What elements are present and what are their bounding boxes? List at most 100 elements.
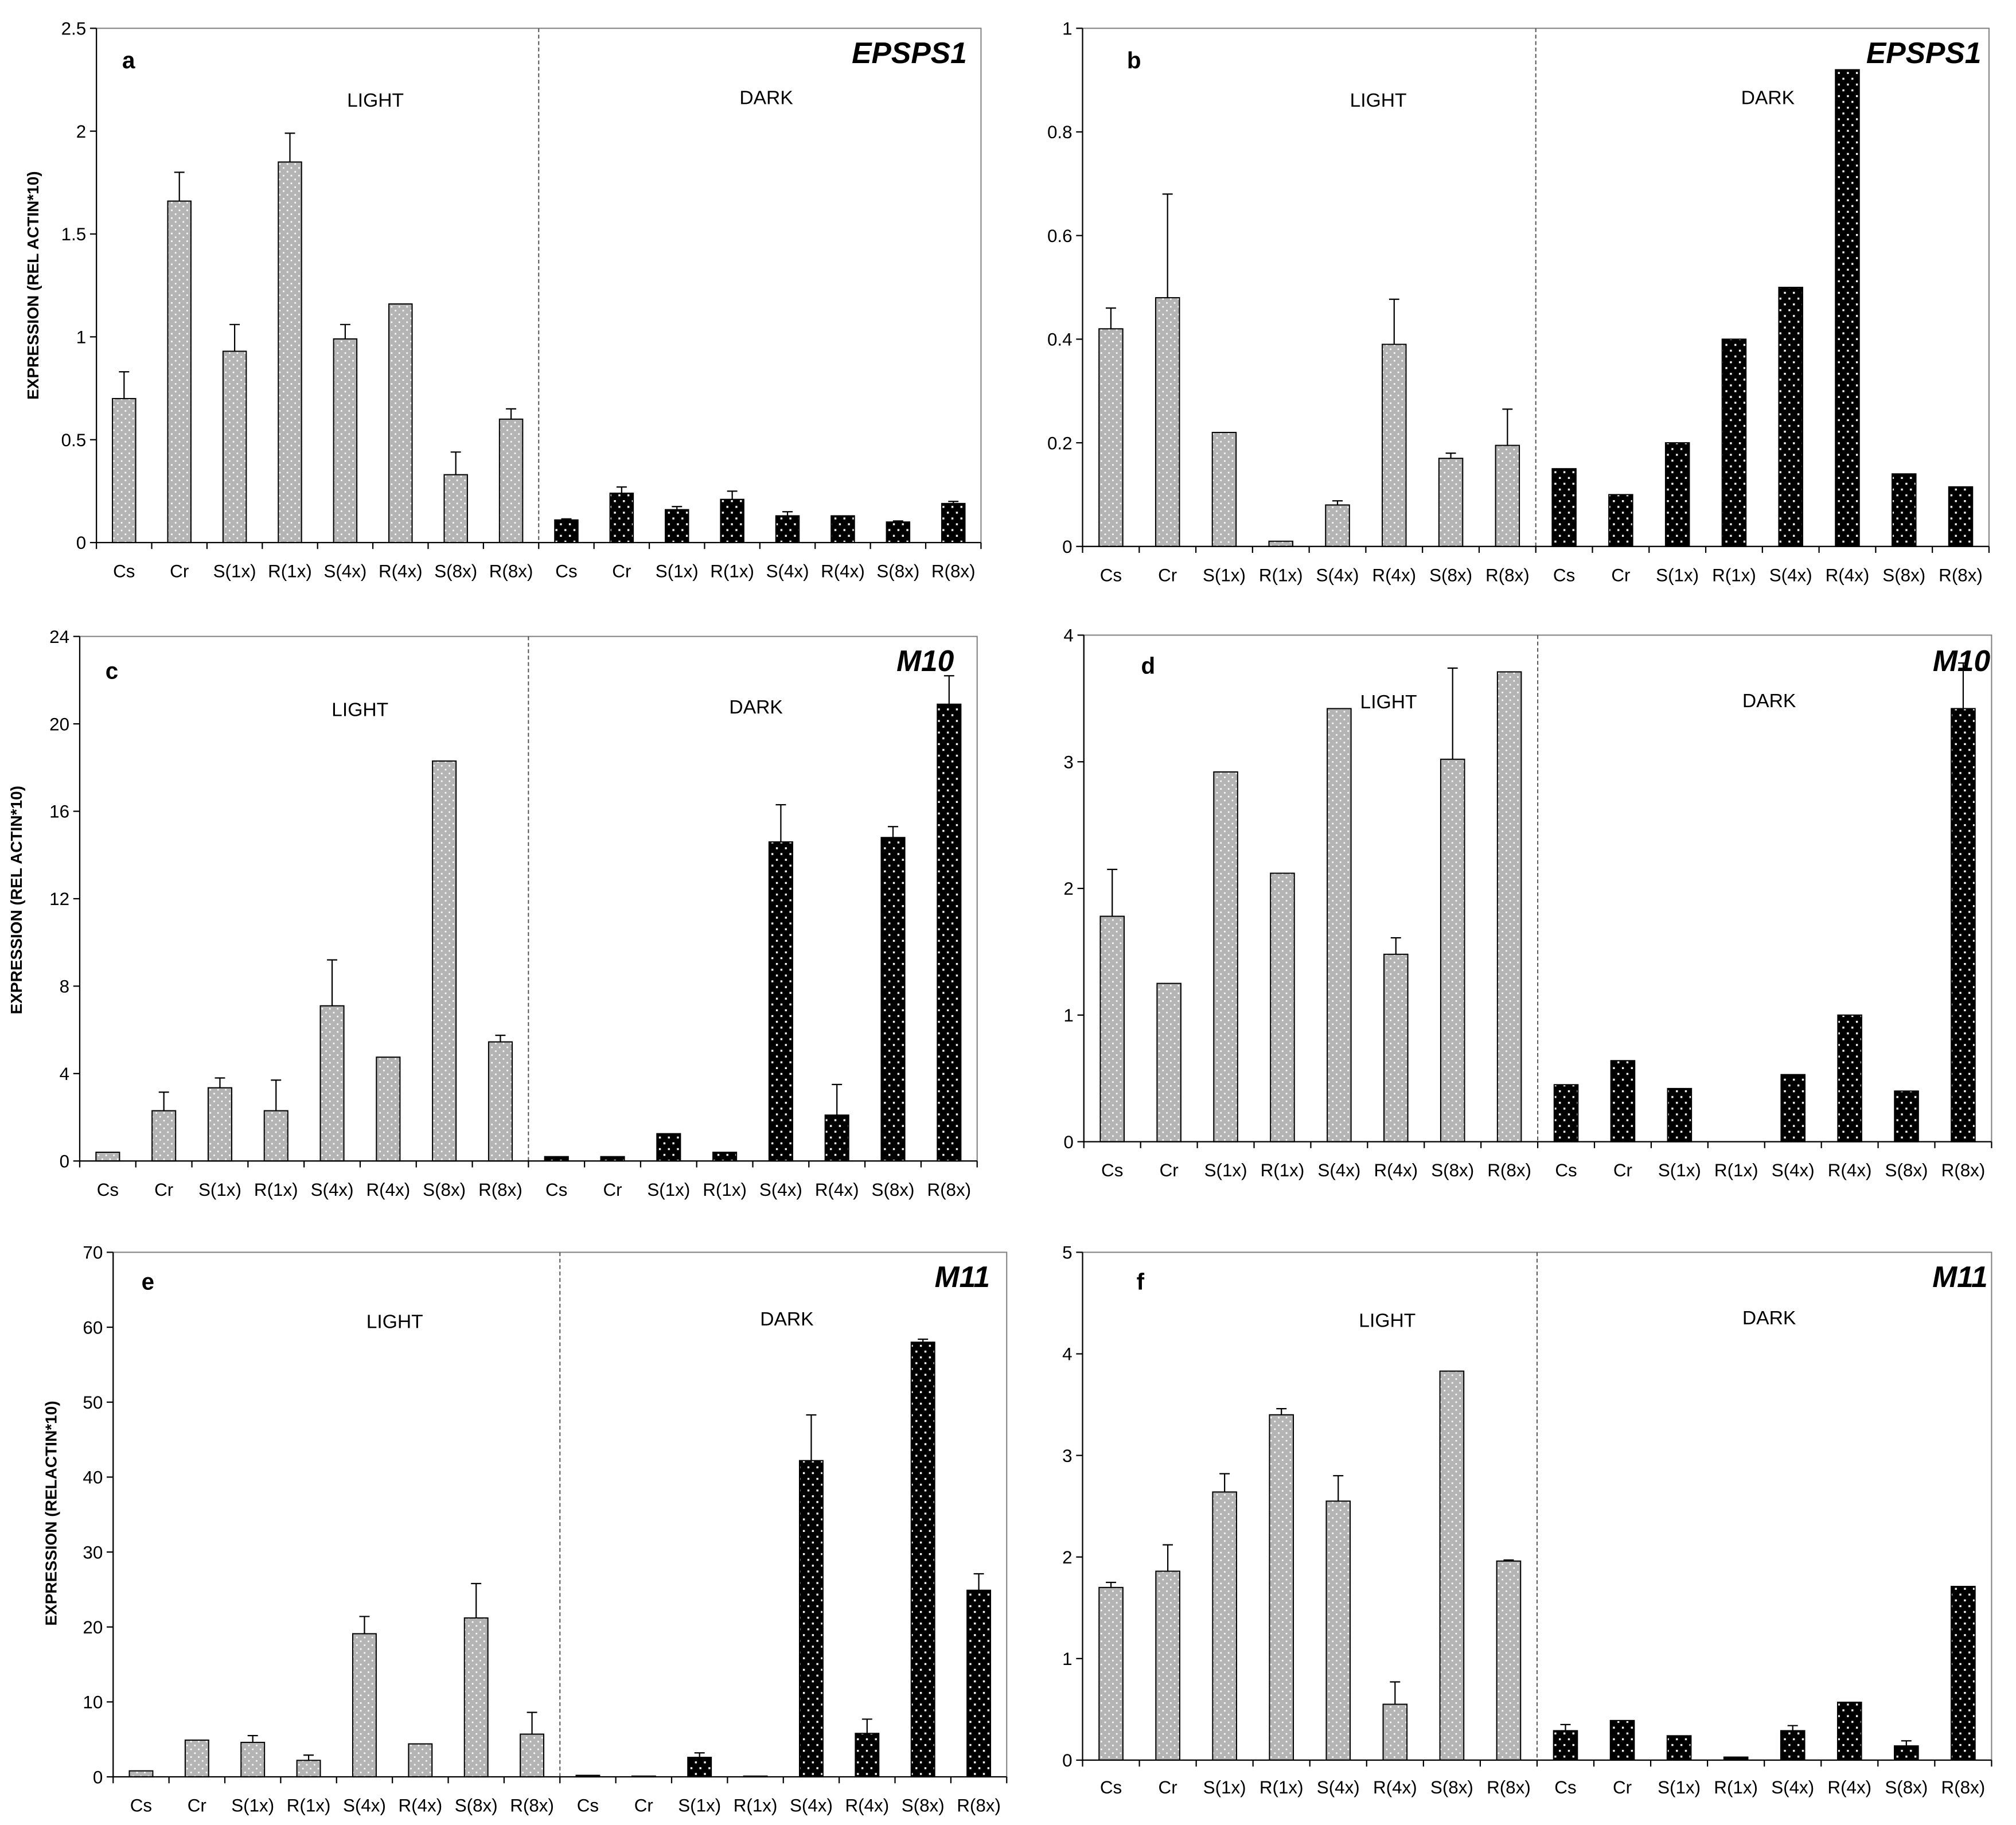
x-tick-label: R(4x): [1374, 1160, 1418, 1180]
bar-dark-5: [1837, 1014, 1862, 1142]
error-bar: [1957, 662, 1968, 709]
x-tick-label: R(1x): [254, 1180, 298, 1200]
error-bar: [158, 1091, 169, 1111]
error-bar: [247, 1735, 258, 1742]
y-tick-label: 2.5: [61, 19, 87, 39]
error-bar: [1560, 1723, 1571, 1731]
x-tick-label: R(4x): [1372, 565, 1416, 585]
error-bar: [450, 451, 461, 475]
error-bar: [1787, 1725, 1798, 1731]
y-tick-label: 0: [1062, 1750, 1072, 1771]
bar-light-5: [376, 1056, 401, 1162]
x-tick-label: Cr: [1160, 1160, 1179, 1180]
x-tick-label: R(8x): [957, 1796, 1001, 1816]
bar-dark-5: [1836, 1701, 1862, 1761]
bar-dark-1: [609, 492, 634, 544]
x-tick-label: Cr: [154, 1180, 173, 1200]
x-tick-label: R(8x): [927, 1180, 971, 1200]
y-tick-label: 4: [1062, 1344, 1072, 1364]
bar-dark-0: [1553, 1730, 1578, 1761]
y-tick-label: 0.2: [1047, 433, 1073, 453]
error-bar: [1389, 298, 1399, 345]
bar-light-6: [1438, 458, 1464, 547]
x-tick-label: Cs: [555, 561, 577, 582]
y-tick-label: 1: [1062, 19, 1072, 39]
x-tick-label: Cs: [113, 561, 135, 582]
x-tick-label: Cs: [577, 1796, 599, 1816]
error-bar: [1106, 1581, 1117, 1588]
x-tick-label: Cr: [1613, 1160, 1632, 1180]
x-tick-label: R(4x): [1826, 565, 1870, 585]
x-tick-label: R(4x): [366, 1180, 411, 1200]
y-tick-label: 30: [83, 1542, 103, 1562]
error-bar: [861, 1718, 872, 1734]
error-bar: [359, 1616, 370, 1634]
x-tick-label: S(8x): [1885, 1777, 1928, 1797]
bar-light-6: [1440, 758, 1465, 1142]
error-bar: [806, 1414, 817, 1461]
bar-dark-1: [600, 1156, 625, 1162]
y-tick-label: 5: [1062, 1243, 1072, 1263]
error-bar: [1445, 452, 1456, 459]
bar-dark-6: [1894, 1745, 1919, 1761]
y-tick-label: 60: [83, 1317, 103, 1337]
panel-letter: a: [122, 47, 135, 73]
bar-dark-6: [910, 1342, 935, 1778]
x-tick-label: S(8x): [1429, 565, 1472, 585]
bar-dark-2: [665, 509, 689, 544]
panel-letter: b: [1127, 47, 1141, 73]
y-tick-label: 20: [49, 714, 69, 734]
error-bar: [616, 486, 627, 493]
error-bar: [1276, 1408, 1287, 1415]
x-tick-label: S(8x): [1885, 1160, 1928, 1180]
x-tick-label: Cs: [545, 1180, 567, 1200]
x-tick-label: S(8x): [1431, 1160, 1474, 1180]
bar-dark-0: [1551, 468, 1577, 547]
bar-dark-4: [1780, 1730, 1806, 1761]
error-bar: [1333, 1475, 1344, 1502]
y-tick-label: 1: [76, 327, 86, 348]
bar-light-0: [1099, 915, 1125, 1142]
group-label-dark: DARK: [729, 697, 783, 718]
bar-light-1: [1155, 1570, 1180, 1761]
panel-b: Cs Cr S(1x) R(1x) S(4x) R(4x) S(8x) R(8x) LIGHT C…: [1047, 19, 1990, 585]
error-bar: [973, 1573, 984, 1590]
bar-light-1: [1155, 297, 1180, 547]
y-tick-label: 0: [1063, 1132, 1073, 1152]
x-tick-label: R(1x): [703, 1180, 747, 1200]
x-tick-label: Cs: [1101, 1160, 1123, 1180]
gene-title: M10: [1933, 644, 1991, 677]
x-tick-label: S(4x): [759, 1180, 802, 1200]
x-tick-label: Cr: [634, 1796, 653, 1816]
panel-d: Cs Cr S(1x) R(1x) S(4x) R(4x) S(8x) R(8x) LIGHT C…: [1063, 626, 1992, 1180]
error-bar: [727, 490, 738, 500]
bar-dark-3: [720, 498, 744, 544]
bar-light-3: [1269, 1414, 1294, 1761]
error-bar: [271, 1079, 282, 1111]
bar-dark-4: [1780, 1074, 1806, 1142]
error-bar: [506, 408, 517, 419]
x-tick-label: Cs: [1554, 1777, 1576, 1797]
x-tick-label: S(8x): [1882, 565, 1925, 585]
x-tick-label: R(1x): [1712, 565, 1756, 585]
bar-dark-1: [1609, 1719, 1635, 1761]
y-tick-label: 16: [49, 802, 69, 822]
group-label-light: LIGHT: [366, 1312, 423, 1333]
error-bar: [340, 323, 350, 339]
x-tick-label: S(1x): [1204, 1160, 1247, 1180]
x-tick-label: S(4x): [1772, 1160, 1815, 1180]
error-bar: [1390, 1681, 1401, 1705]
bar-dark-7: [937, 703, 962, 1162]
bar-light-1: [151, 1110, 177, 1162]
x-tick-label: R(1x): [1714, 1777, 1758, 1797]
x-tick-label: S(1x): [213, 561, 256, 582]
y-tick-label: 2: [1063, 879, 1073, 899]
error-bar: [672, 506, 683, 510]
x-tick-label: S(4x): [311, 1180, 354, 1200]
error-bar: [1502, 408, 1513, 446]
error-bar: [303, 1754, 314, 1761]
group-label-dark: DARK: [1742, 691, 1796, 712]
x-tick-label: R(4x): [398, 1796, 442, 1816]
panel-e: Cs Cr S(1x) R(1x) S(4x) R(4x) S(8x) R(8x) LIGHT C…: [42, 1243, 1008, 1816]
x-tick-label: S(1x): [1658, 1777, 1701, 1797]
